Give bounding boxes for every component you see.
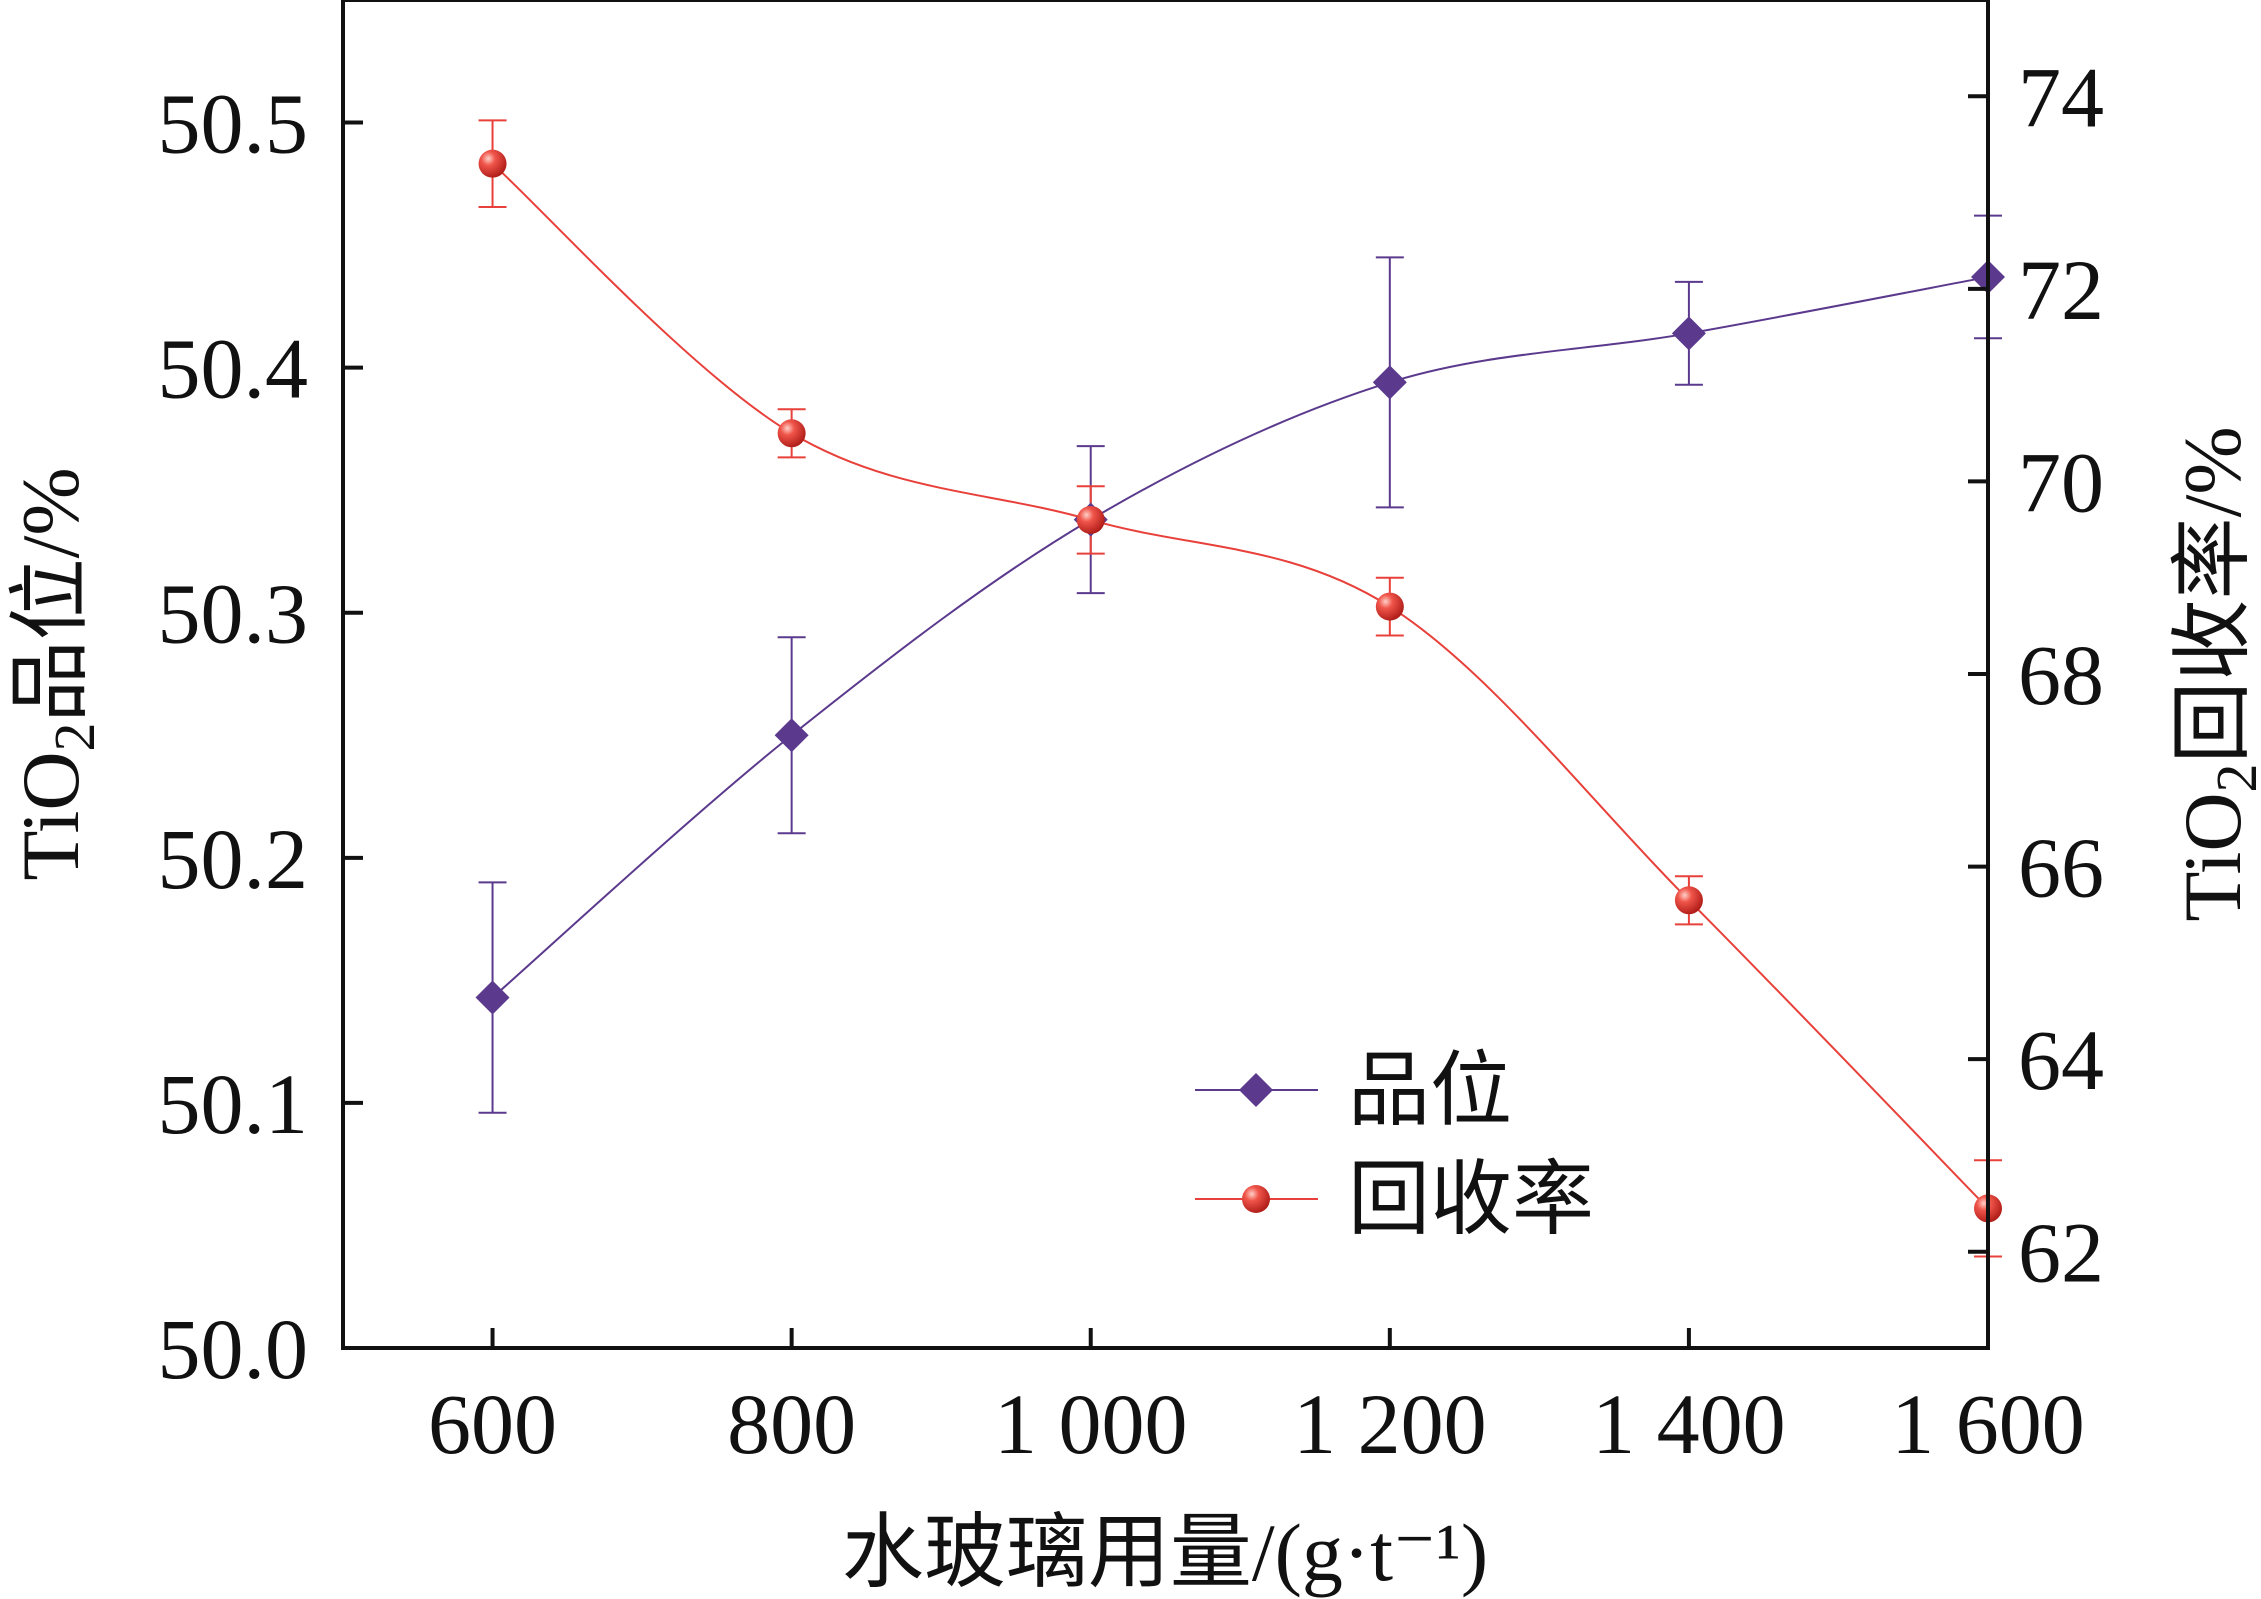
- legend: 品位 回收率: [1195, 1045, 1594, 1245]
- y-axis-right: 62 64 66 68 70 72 74: [1968, 49, 2104, 1301]
- x-axis: 600 800 1 000 1 200 1 400 1 600: [428, 1328, 2085, 1472]
- data-point-recovery: [1076, 505, 1105, 534]
- y-right-tick-label: 68: [2018, 627, 2104, 723]
- series-line-0: [491, 275, 1989, 999]
- x-tick-label: 1 200: [1293, 1376, 1487, 1472]
- y-right-tick-label: 74: [2018, 49, 2104, 145]
- y-right-tick-label: 64: [2018, 1012, 2104, 1108]
- y-left-tick-label: 50.1: [158, 1056, 309, 1152]
- legend-marker-grade: [1239, 1073, 1273, 1107]
- y-left-tick-label: 50.0: [158, 1301, 309, 1397]
- data-point-recovery: [478, 149, 507, 178]
- x-tick-label: 1 400: [1592, 1376, 1786, 1472]
- y-left-tick-label: 50.5: [158, 76, 309, 172]
- y-axis-right-title: TiO2回收率/%: [2167, 426, 2261, 921]
- x-tick-label: 1 000: [994, 1376, 1188, 1472]
- y-right-tick-label: 70: [2018, 434, 2104, 530]
- y-left-tick-label: 50.2: [158, 811, 309, 907]
- series-curves: [491, 162, 1989, 1210]
- data-point-recovery: [1375, 592, 1404, 621]
- data-point-grade: [774, 718, 809, 753]
- y-left-tick-label: 50.3: [158, 566, 309, 662]
- legend-label-recovery: 回收率: [1348, 1154, 1594, 1245]
- x-axis-title: 水玻璃用量/(g·t⁻¹): [842, 1507, 1488, 1598]
- legend-label-grade: 品位: [1348, 1045, 1512, 1136]
- y-axis-left-title: TiO2品位/%: [5, 467, 107, 880]
- y-right-tick-label: 72: [2018, 242, 2104, 338]
- data-point-grade: [1671, 316, 1706, 351]
- y-right-tick-label: 62: [2018, 1205, 2104, 1301]
- x-tick-label: 1 600: [1891, 1376, 2085, 1472]
- x-tick-label: 800: [727, 1376, 856, 1472]
- x-tick-label: 600: [428, 1376, 557, 1472]
- data-point-recovery: [777, 419, 806, 448]
- y-left-tick-label: 50.4: [158, 321, 309, 417]
- data-point-grade: [1372, 365, 1407, 400]
- plot-frame: [341, 0, 1990, 1350]
- data-point-grade: [475, 980, 510, 1015]
- y-right-tick-label: 66: [2018, 820, 2104, 916]
- series-line-1: [491, 162, 1989, 1210]
- y-axis-left: 50.0 50.1 50.2 50.3 50.4 50.5: [158, 76, 363, 1397]
- data-point-recovery: [1674, 886, 1703, 915]
- legend-marker-recovery: [1242, 1185, 1270, 1213]
- error-bars: [478, 119, 2002, 1258]
- data-markers: [475, 149, 2005, 1223]
